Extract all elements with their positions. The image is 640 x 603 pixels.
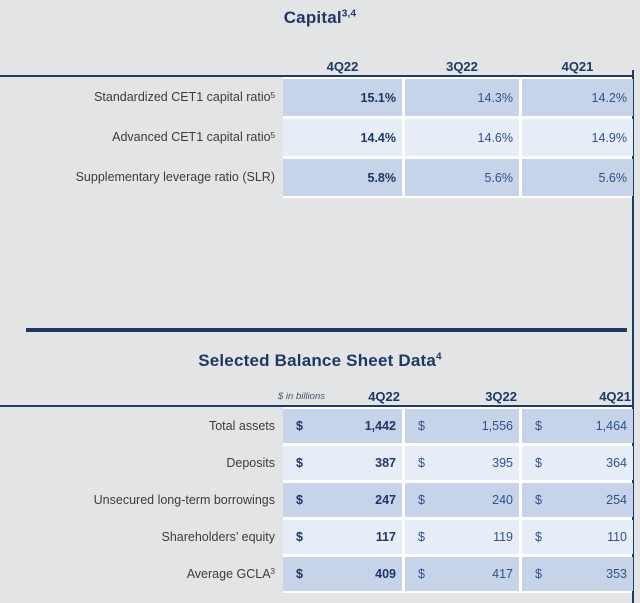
currency-symbol: $: [296, 567, 303, 581]
amount: 117: [375, 530, 396, 544]
table-row-advanced-cet1: Advanced CET1 capital ratio 5 14.4% 14.6%…: [0, 119, 633, 156]
value-4q22: $247: [283, 483, 402, 517]
table-row-slr: Supplementary leverage ratio (SLR) 5.8% …: [0, 159, 633, 196]
value-4q21: 5.6%: [522, 159, 633, 196]
capital-column-header-4q21: 4Q21: [561, 59, 594, 74]
capital-table-body: Standardized CET1 capital ratio 5 15.1% 1…: [0, 77, 633, 198]
balance-column-header-4q21: 4Q21: [599, 389, 631, 404]
value-4q22: $1,442: [283, 409, 402, 443]
amount: 1,556: [481, 419, 513, 433]
row-label: Shareholders’ equity: [161, 529, 276, 544]
row-label: Standardized CET1 capital ratio 5: [94, 90, 275, 104]
capital-section-title: Capital3,4: [0, 8, 640, 28]
amount: 240: [492, 493, 513, 507]
table-row-deposits: Deposits $387 $395 $364: [0, 446, 633, 480]
value-3q22: $119: [405, 520, 519, 554]
balance-table-body: Total assets $1,442 $1,556 $1,464 Deposi…: [0, 407, 633, 593]
balance-title-text: Selected Balance Sheet Data: [198, 351, 437, 370]
value-4q22: $117: [283, 520, 402, 554]
amount: 417: [492, 567, 513, 581]
value-4q22: 14.4%: [283, 119, 402, 156]
currency-symbol: $: [418, 567, 425, 581]
balance-title-footnote: 4: [436, 351, 442, 363]
amount: 247: [375, 493, 396, 507]
balance-table-header-row: 4Q22 3Q22 4Q21 $ in billions: [0, 385, 633, 405]
currency-symbol: $: [535, 493, 542, 507]
value-3q22: 14.3%: [405, 79, 519, 116]
table-row-shareholders-equity: Shareholders’ equity $117 $119 $110: [0, 520, 633, 554]
amount: 364: [606, 456, 627, 470]
capital-title-text: Capital: [283, 8, 342, 27]
right-border-line: [632, 70, 634, 603]
row-label: Deposits: [226, 455, 275, 470]
balance-column-header-3q22: 3Q22: [485, 389, 517, 404]
capital-header-underline: [0, 75, 633, 77]
amount: 387: [375, 456, 396, 470]
amount: 353: [606, 567, 627, 581]
row-label: Average GCLA 3: [186, 566, 275, 581]
value-4q21: $1,464: [522, 409, 633, 443]
value-4q22: 5.8%: [283, 159, 402, 196]
value-4q22: $409: [283, 557, 402, 591]
value-4q22: 15.1%: [283, 79, 402, 116]
currency-symbol: $: [296, 530, 303, 544]
value-4q21: 14.2%: [522, 79, 633, 116]
row-label: Unsecured long-term borrowings: [93, 492, 275, 507]
currency-symbol: $: [418, 456, 425, 470]
balance-header-spacer: [0, 403, 283, 405]
value-3q22: $395: [405, 446, 519, 480]
value-4q21: $353: [522, 557, 633, 591]
balance-header-underline: [0, 405, 633, 407]
currency-symbol: $: [535, 567, 542, 581]
capital-title-footnote: 3,4: [341, 8, 357, 20]
capital-table-header-row: 4Q22 3Q22 4Q21: [0, 55, 633, 75]
currency-symbol: $: [535, 419, 542, 433]
balance-column-header-4q22: 4Q22: [368, 389, 400, 404]
currency-symbol: $: [418, 493, 425, 507]
row-label: Advanced CET1 capital ratio 5: [112, 130, 275, 144]
amount: 395: [492, 456, 513, 470]
table-row-total-assets: Total assets $1,442 $1,556 $1,464: [0, 409, 633, 443]
capital-column-header-4q22: 4Q22: [326, 59, 359, 74]
value-4q21: $110: [522, 520, 633, 554]
capital-table: 4Q22 3Q22 4Q21 Standardized CET1 capital…: [0, 55, 633, 198]
amount: 1,464: [595, 419, 627, 433]
balance-sheet-table: 4Q22 3Q22 4Q21 $ in billions Total asset…: [0, 385, 633, 593]
value-4q21: $364: [522, 446, 633, 480]
row-label: Total assets: [208, 418, 275, 433]
currency-symbol: $: [296, 419, 303, 433]
amount: 119: [493, 530, 513, 544]
currency-symbol: $: [535, 530, 542, 544]
capital-column-header-3q22: 3Q22: [446, 59, 478, 74]
currency-symbol: $: [418, 530, 425, 544]
currency-symbol: $: [296, 493, 303, 507]
value-3q22: 5.6%: [405, 159, 519, 196]
row-label: Supplementary leverage ratio (SLR): [75, 170, 275, 184]
amount: 409: [375, 567, 396, 581]
value-3q22: $1,556: [405, 409, 519, 443]
currency-symbol: $: [418, 419, 425, 433]
units-note: $ in billions: [278, 391, 325, 402]
value-3q22: $417: [405, 557, 519, 591]
table-row-average-gcla: Average GCLA 3 $409 $417 $353: [0, 557, 633, 591]
amount: 254: [606, 493, 627, 507]
value-3q22: 14.6%: [405, 119, 519, 156]
balance-sheet-section-title: Selected Balance Sheet Data4: [0, 351, 640, 371]
table-row-unsecured-borrowings: Unsecured long-term borrowings $247 $240…: [0, 483, 633, 517]
section-divider-bar: [26, 328, 627, 332]
amount: 110: [607, 530, 627, 544]
value-4q22: $387: [283, 446, 402, 480]
amount: 1,442: [364, 419, 396, 433]
capital-header-spacer: [0, 73, 283, 75]
value-4q21: $254: [522, 483, 633, 517]
currency-symbol: $: [296, 456, 303, 470]
currency-symbol: $: [535, 456, 542, 470]
table-row-standardized-cet1: Standardized CET1 capital ratio 5 15.1% 1…: [0, 79, 633, 116]
value-3q22: $240: [405, 483, 519, 517]
value-4q21: 14.9%: [522, 119, 633, 156]
